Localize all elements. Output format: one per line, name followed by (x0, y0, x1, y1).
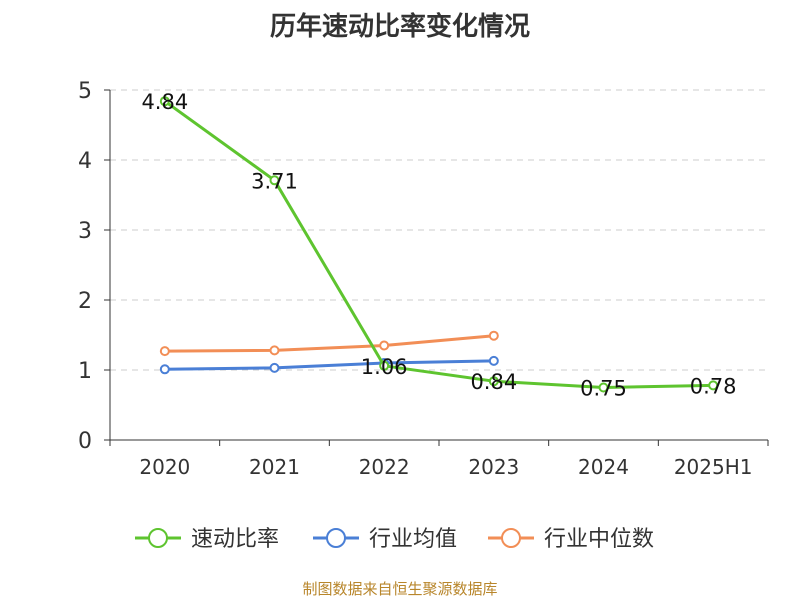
data-point (708, 380, 719, 391)
y-tick-label: 5 (78, 79, 92, 104)
source-note: 制图数据来自恒生聚源数据库 (302, 580, 498, 598)
legend-label: 行业中位数 (544, 527, 654, 552)
x-tick-label: 2021 (249, 455, 300, 479)
data-point (159, 346, 170, 357)
data-point (379, 360, 390, 371)
y-tick-label: 2 (78, 289, 92, 314)
x-tick-label: 2024 (578, 455, 629, 479)
data-point (269, 345, 280, 356)
data-label: 4.84 (141, 90, 188, 114)
y-tick-label: 3 (78, 219, 92, 244)
data-point (379, 340, 390, 351)
legend-label: 速动比率 (191, 527, 279, 552)
data-point (159, 96, 170, 107)
y-tick-label: 4 (78, 149, 92, 174)
data-label: 3.71 (251, 169, 298, 193)
data-point (269, 175, 280, 186)
data-point (488, 355, 499, 366)
data-point (488, 376, 499, 387)
legend-marker (501, 528, 521, 548)
x-tick-label: 2025H1 (674, 455, 753, 479)
chart-title: 历年速动比率变化情况 (269, 12, 530, 42)
data-label: 0.78 (690, 374, 737, 398)
data-point (598, 382, 609, 393)
data-point (488, 330, 499, 341)
y-tick-label: 0 (78, 429, 92, 454)
data-point (159, 364, 170, 375)
legend-marker (326, 528, 346, 548)
data-point (269, 362, 280, 373)
data-label: 0.75 (580, 377, 627, 401)
series-line (163, 99, 714, 389)
data-label: 0.84 (470, 370, 517, 394)
x-tick-label: 2020 (139, 455, 190, 479)
legend-marker (148, 528, 168, 548)
x-tick-label: 2022 (359, 455, 410, 479)
legend-label: 行业均值 (369, 527, 457, 552)
x-tick-label: 2023 (468, 455, 519, 479)
y-tick-label: 1 (78, 359, 92, 384)
data-label: 1.06 (361, 355, 408, 379)
series-line (164, 359, 494, 371)
series-line (164, 334, 494, 353)
